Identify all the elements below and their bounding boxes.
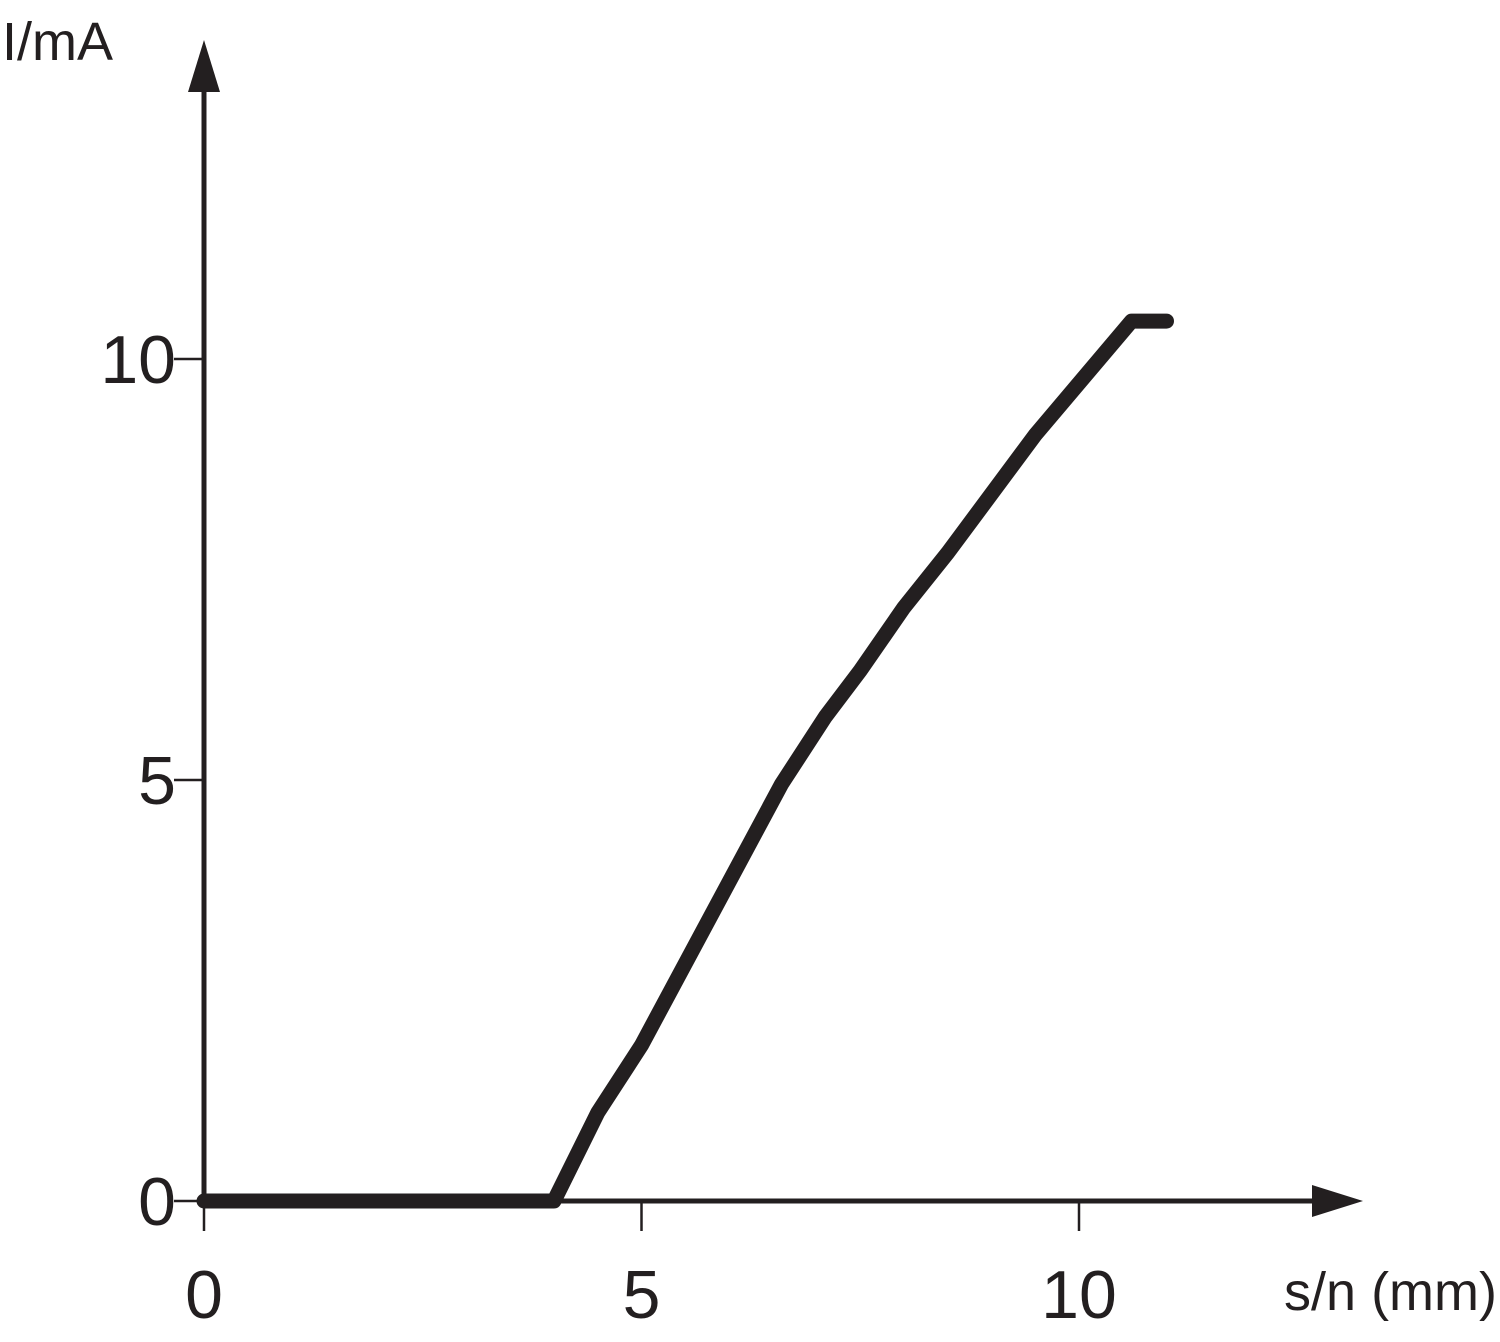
y-axis-label: I/mA bbox=[2, 12, 113, 72]
x-ticks: 0 5 10 bbox=[185, 1201, 1117, 1333]
y-tick-label: 0 bbox=[138, 1164, 176, 1240]
y-axis-arrowhead bbox=[188, 40, 220, 92]
x-tick-label: 10 bbox=[1041, 1257, 1117, 1333]
series-line bbox=[196, 313, 1174, 1209]
x-axis-label: s/n (mm) bbox=[1284, 1262, 1497, 1322]
y-tick-label: 10 bbox=[100, 322, 176, 398]
x-tick-label: 0 bbox=[185, 1257, 223, 1333]
x-tick-label: 5 bbox=[623, 1257, 661, 1333]
y-tick-label: 5 bbox=[138, 743, 176, 819]
y-ticks: 0 5 10 bbox=[100, 322, 204, 1240]
x-axis-arrowhead bbox=[1312, 1185, 1363, 1217]
